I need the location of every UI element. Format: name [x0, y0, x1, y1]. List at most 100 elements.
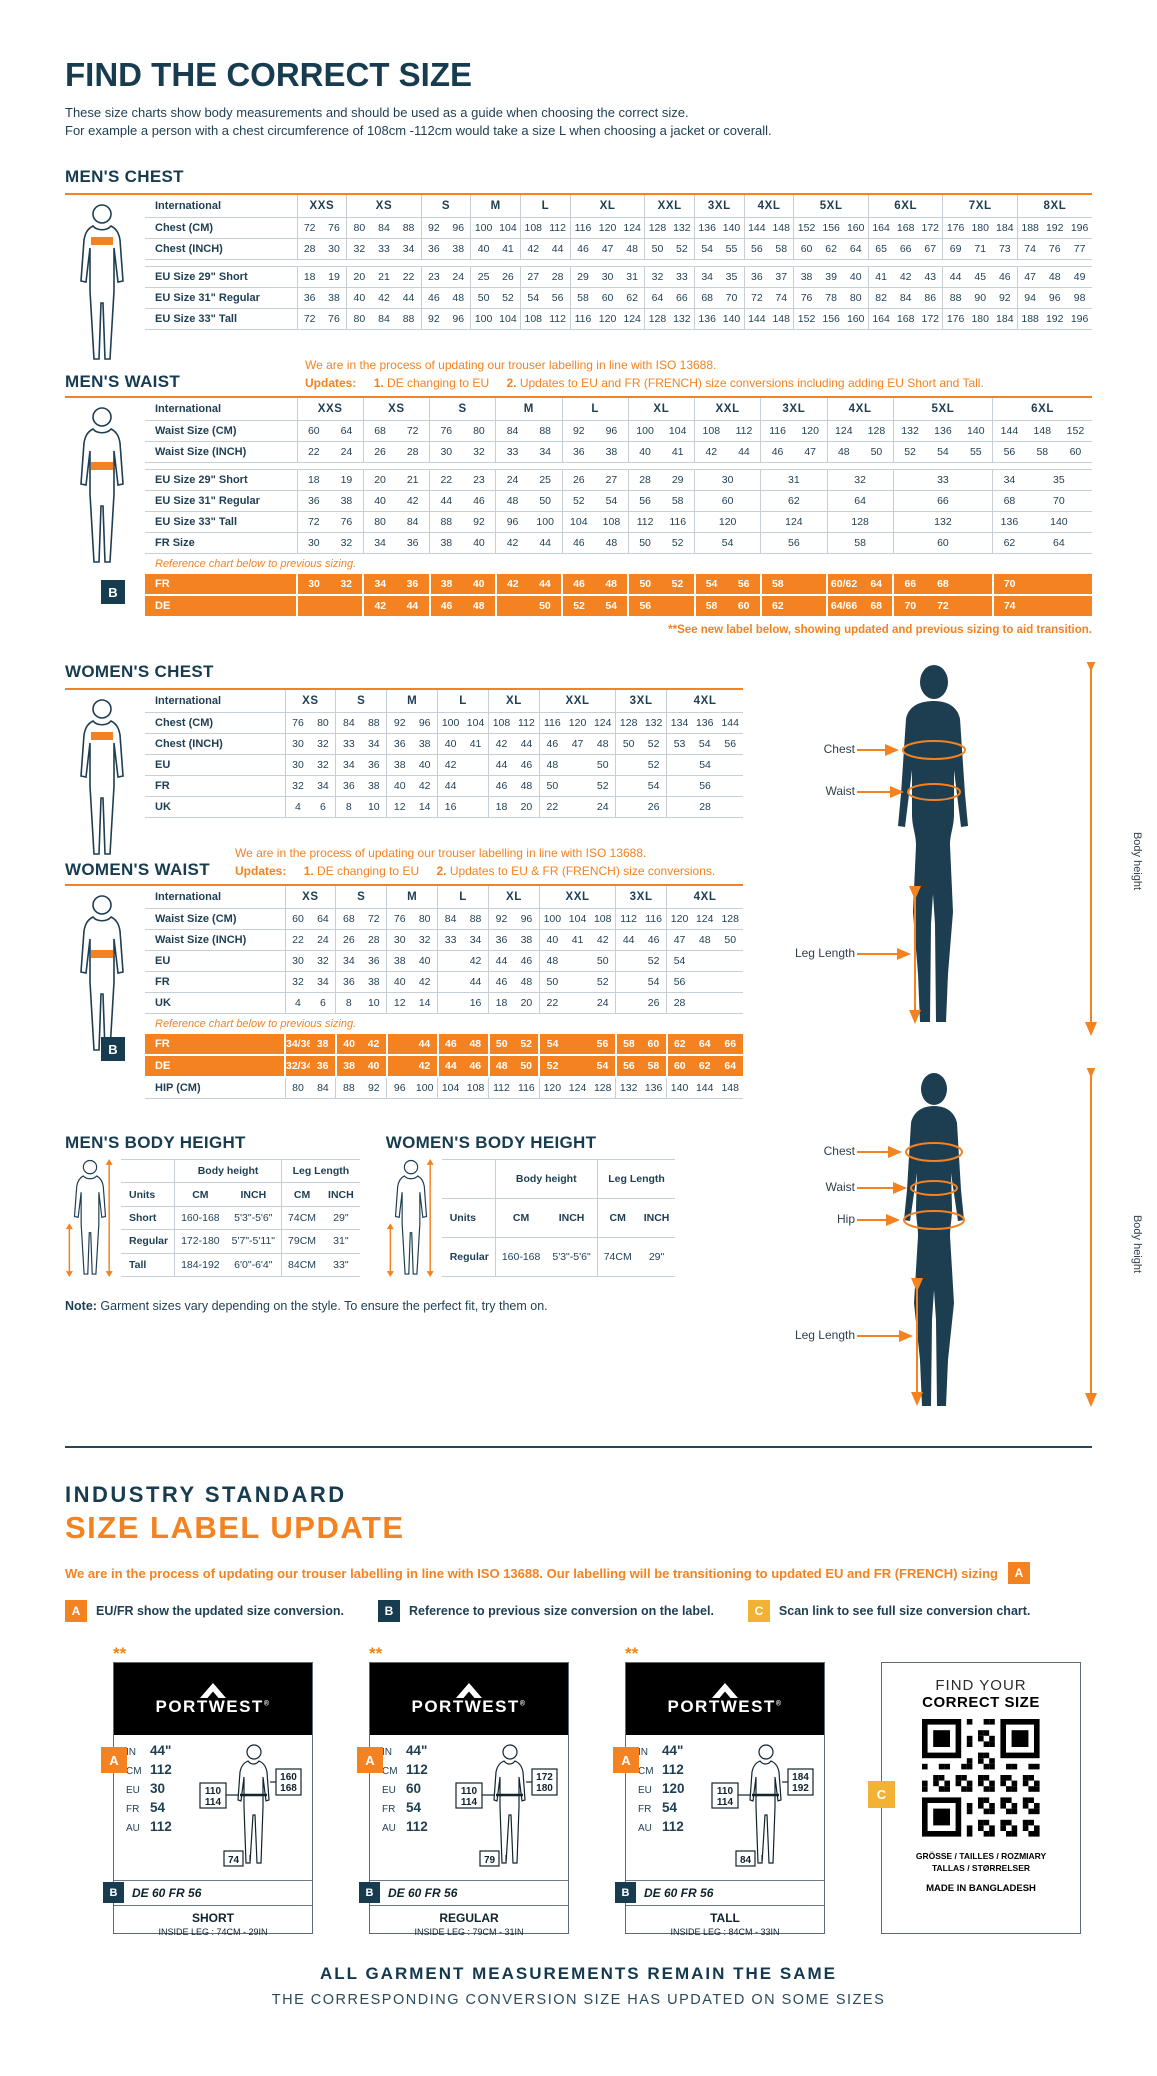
rect-el [989, 1719, 996, 1725]
table-header-row: International XXS XS S M L XL XXL 3XL 4XL 5XL 6XL [145, 398, 1092, 422]
unit-value: 112 [406, 1819, 428, 1835]
label-update-section: INDUSTRY STANDARD SIZE LABEL UPDATE We a… [65, 1482, 1092, 2008]
size-value-row: FR 54 [126, 1800, 198, 1819]
size-cell: 27 [520, 266, 546, 289]
label-cards-row: ** PORTWEST® IN 44" CM 112 EU 30 FR 54 AU 112 110 114… [65, 1644, 1092, 1937]
size-cell: 156 [818, 217, 844, 240]
size-cell: 40 [412, 950, 438, 973]
bh-unit-cell: CM [596, 1198, 638, 1239]
rect-el [1011, 1803, 1018, 1809]
rect-el [1006, 1786, 1012, 1792]
size-cell: 12 [386, 796, 413, 819]
update-intro: We are in the process of updating our tr… [65, 1562, 1092, 1585]
previous-size-row: B DE 60 FR 56 [615, 1880, 824, 1907]
size-cell: 36 [335, 971, 362, 994]
size-group-header: 6XL [992, 398, 1092, 422]
size-cell: 80 [412, 908, 438, 931]
row-label: FR [145, 574, 297, 597]
fit-name: SHORT [192, 1911, 234, 1926]
size-cell: 30 [428, 441, 463, 464]
size-value-row: EU 30 [126, 1781, 198, 1800]
size-cell: 48 [513, 971, 540, 994]
size-cell: 36 [310, 1055, 336, 1079]
size-value-row: IN 44" [126, 1743, 198, 1762]
size-cell: 33 [437, 929, 464, 952]
path-el [80, 720, 124, 855]
update-2-text: Updates to EU & FR (FRENCH) size convers… [449, 864, 716, 879]
circle-el [92, 895, 112, 915]
size-cell: 88 [335, 1077, 362, 1100]
size-cell: 136 [694, 217, 720, 240]
female-body-height-label: Body height [1131, 1215, 1143, 1274]
size-cell: 132 [669, 308, 695, 331]
size-value-row: AU 112 [382, 1819, 454, 1838]
bh-row-label: Regular [441, 1237, 496, 1278]
size-cell: 22 [538, 992, 565, 1015]
size-cell: 32 [310, 733, 336, 756]
size-cell: 76 [793, 287, 819, 310]
size-cell: 31 [619, 266, 645, 289]
size-cell: 38 [361, 775, 387, 798]
size-cell: 40 [843, 266, 869, 289]
row-label: Waist Size (INCH) [145, 929, 285, 952]
ellipse-el [920, 665, 948, 700]
size-cell: 42 [590, 929, 616, 952]
size-cell: 96 [412, 712, 438, 735]
rect-el [978, 1735, 984, 1742]
table-header-row: International XXS XS S M L XL XXL 3XL 4XL 5XL 6XL 7X… [145, 195, 1092, 219]
bh-corner-cell [121, 1159, 175, 1184]
table-row: Reference chart below to previous sizing… [145, 554, 1092, 575]
size-cell: 24 [495, 469, 529, 492]
size-cell: 120 [538, 1077, 565, 1100]
size-cell: 38 [793, 266, 819, 289]
size-cell [1025, 595, 1059, 619]
path-el [65, 1223, 73, 1230]
size-cell: 116 [513, 1077, 540, 1100]
mens-waist-table: International XXS XS S M L XL XXL 3XL 4XL 5XL 6XL Wa… [65, 396, 1092, 619]
unit-code: FR [126, 1804, 140, 1816]
size-cell: 44 [428, 490, 463, 513]
size-cell: 38 [334, 1055, 362, 1079]
size-cell: 54 [538, 1034, 565, 1057]
size-group-header: 4XL [666, 886, 743, 910]
rect-el [1006, 1808, 1012, 1815]
size-group-header: 3XL [694, 195, 745, 219]
label-card-body: IN 44" CM 112 EU 120 FR 54 AU 112 110 114 184 192 84 [626, 1735, 824, 1880]
size-cell [717, 971, 743, 994]
bh-unit-cell: INCH [637, 1198, 676, 1239]
row-label: Chest (CM) [145, 217, 297, 240]
size-cell: 14 [412, 796, 438, 819]
size-cell: 128 [826, 511, 894, 534]
bh-bodyheight-header: Body height [494, 1159, 598, 1200]
size-cell: 42 [487, 733, 514, 756]
rect-el [1011, 1780, 1018, 1787]
size-cell: 108 [693, 420, 728, 443]
rect-el [989, 1735, 996, 1742]
size-cell: 46 [420, 287, 447, 310]
rect-el [939, 1775, 945, 1781]
size-cell: 10 [361, 796, 387, 819]
update-2-num: 2. [436, 864, 447, 879]
size-cell: 120 [793, 420, 827, 443]
size-cell: 42 [693, 441, 728, 464]
rect-el [983, 1797, 990, 1804]
table-row: Chest (INCH) 28 30 32 33 34 36 38 40 41 42 44 46 47 48… [145, 238, 1092, 261]
rect-el [1000, 1803, 1007, 1809]
size-cell: 124 [619, 308, 645, 331]
ellipse-el [902, 740, 966, 761]
size-cell: 160 [843, 217, 869, 240]
size-cell [692, 950, 718, 973]
update-2-text: Updates to EU and FR (FRENCH) size conve… [519, 376, 984, 391]
figure-sketch: 110 114 160 168 74 [198, 1743, 308, 1880]
size-cell [615, 775, 642, 798]
size-cell: 30 [386, 929, 413, 952]
size-cell: 180 [967, 217, 993, 240]
update-1-text: DE changing to EU [317, 864, 420, 879]
rect-el [983, 1831, 990, 1837]
previous-size-text: DE 60 FR 56 [132, 1886, 202, 1901]
size-cell: 20 [346, 266, 372, 289]
female-waist-label: Waist [825, 1180, 855, 1195]
unit-value: 112 [662, 1819, 684, 1835]
size-group-header: L [561, 398, 629, 422]
label-card-header: PORTWEST® [114, 1663, 312, 1736]
